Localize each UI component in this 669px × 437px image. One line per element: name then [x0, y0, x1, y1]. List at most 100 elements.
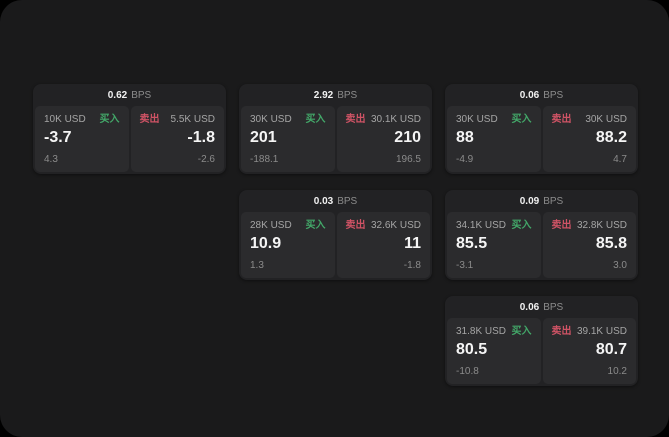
- spread-value: 0.06: [519, 301, 540, 313]
- sell-price: -1.8: [187, 129, 215, 146]
- buy-panel[interactable]: 28K USD 买入 10.9 1.3: [241, 212, 335, 278]
- sell-label: 卖出: [345, 114, 366, 125]
- buy-panel-top: 31.8K USD 买入: [456, 326, 532, 338]
- buy-panel[interactable]: 31.8K USD 买入 80.5 -10.8: [447, 318, 541, 384]
- buy-panel[interactable]: 10K USD 买入 -3.7 4.3: [35, 106, 129, 172]
- spread-unit-label: BPS: [337, 89, 358, 101]
- sell-amount: 30K USD: [585, 114, 627, 125]
- quote-card: 0.09 BPS 34.1K USD 买入 85.5 -3.1 卖出 32.8K…: [445, 190, 638, 280]
- quote-grid: 0.62 BPS 10K USD 买入 -3.7 4.3 卖出 5.5K USD: [33, 84, 638, 386]
- spread-value: 0.03: [313, 195, 334, 207]
- sell-panel[interactable]: 卖出 32.6K USD 11 -1.8: [336, 212, 430, 278]
- quote-card: 2.92 BPS 30K USD 买入 201 -188.1 卖出 30.1K …: [239, 84, 432, 174]
- sell-delta: 10.2: [607, 366, 627, 377]
- sell-panel-top: 卖出 32.6K USD: [346, 220, 422, 232]
- sell-label: 卖出: [551, 326, 572, 337]
- sell-amount: 32.8K USD: [576, 220, 627, 231]
- buy-panel-top: 28K USD 买入: [250, 220, 326, 232]
- buy-label: 买入: [305, 114, 326, 125]
- buy-panel-top: 34.1K USD 买入: [456, 220, 532, 232]
- quote-body: 34.1K USD 买入 85.5 -3.1 卖出 32.8K USD 85.8…: [445, 212, 638, 280]
- sell-price: 85.8: [595, 235, 627, 252]
- buy-delta: -4.9: [456, 154, 474, 165]
- spread-header: 0.03 BPS: [239, 190, 432, 212]
- spread-unit-label: BPS: [131, 89, 152, 101]
- buy-label: 买入: [305, 220, 326, 231]
- buy-panel-top: 30K USD 买入: [250, 114, 326, 126]
- sell-panel-top: 卖出 30K USD: [552, 114, 628, 126]
- sell-label: 卖出: [139, 114, 160, 125]
- spread-header: 0.06 BPS: [445, 84, 638, 106]
- spread-value: 2.92: [313, 89, 334, 101]
- quote-body: 31.8K USD 买入 80.5 -10.8 卖出 39.1K USD 80.…: [445, 318, 638, 386]
- spread-unit-label: BPS: [337, 195, 358, 207]
- sell-panel[interactable]: 卖出 39.1K USD 80.7 10.2: [542, 318, 636, 384]
- quote-body: 10K USD 买入 -3.7 4.3 卖出 5.5K USD -1.8 -2.…: [33, 106, 226, 174]
- quote-body: 30K USD 买入 88 -4.9 卖出 30K USD 88.2 4.7: [445, 106, 638, 174]
- spread-header: 0.62 BPS: [33, 84, 226, 106]
- sell-panel-top: 卖出 30.1K USD: [346, 114, 422, 126]
- buy-delta: 4.3: [44, 154, 58, 165]
- spread-value: 0.62: [107, 89, 128, 101]
- buy-panel-top: 10K USD 买入: [44, 114, 120, 126]
- buy-amount: 30K USD: [456, 114, 498, 125]
- buy-amount: 31.8K USD: [456, 326, 507, 337]
- sell-amount: 32.6K USD: [370, 220, 421, 231]
- buy-price: 85.5: [456, 235, 488, 252]
- buy-amount: 30K USD: [250, 114, 292, 125]
- sell-panel[interactable]: 卖出 32.8K USD 85.8 3.0: [542, 212, 636, 278]
- sell-panel[interactable]: 卖出 30K USD 88.2 4.7: [542, 106, 636, 172]
- spread-header: 0.09 BPS: [445, 190, 638, 212]
- buy-price: 10.9: [250, 235, 282, 252]
- quote-card: 0.06 BPS 31.8K USD 买入 80.5 -10.8 卖出 39.1…: [445, 296, 638, 386]
- sell-amount: 30.1K USD: [370, 114, 421, 125]
- sell-delta: 3.0: [613, 260, 627, 271]
- buy-price: -3.7: [44, 129, 72, 146]
- buy-amount: 34.1K USD: [456, 220, 507, 231]
- spread-unit-label: BPS: [543, 301, 564, 313]
- sell-label: 卖出: [551, 114, 572, 125]
- sell-price: 88.2: [595, 129, 627, 146]
- quote-body: 30K USD 买入 201 -188.1 卖出 30.1K USD 210 1…: [239, 106, 432, 174]
- sell-delta: 4.7: [613, 154, 627, 165]
- sell-price: 80.7: [595, 341, 627, 358]
- sell-panel-top: 卖出 39.1K USD: [552, 326, 628, 338]
- sell-label: 卖出: [551, 220, 572, 231]
- sell-delta: -1.8: [403, 260, 421, 271]
- buy-price: 201: [250, 129, 277, 146]
- sell-label: 卖出: [345, 220, 366, 231]
- sell-panel-top: 卖出 32.8K USD: [552, 220, 628, 232]
- quote-card: 0.06 BPS 30K USD 买入 88 -4.9 卖出 30K USD: [445, 84, 638, 174]
- sell-amount: 5.5K USD: [170, 114, 215, 125]
- sell-delta: 196.5: [395, 154, 421, 165]
- buy-price: 80.5: [456, 341, 488, 358]
- buy-panel[interactable]: 34.1K USD 买入 85.5 -3.1: [447, 212, 541, 278]
- buy-panel[interactable]: 30K USD 买入 201 -188.1: [241, 106, 335, 172]
- sell-price: 210: [394, 129, 421, 146]
- spread-header: 2.92 BPS: [239, 84, 432, 106]
- spread-value: 0.09: [519, 195, 540, 207]
- buy-label: 买入: [511, 326, 532, 337]
- buy-amount: 10K USD: [44, 114, 86, 125]
- quote-card: 0.62 BPS 10K USD 买入 -3.7 4.3 卖出 5.5K USD: [33, 84, 226, 174]
- buy-delta: -3.1: [456, 260, 474, 271]
- buy-delta: -188.1: [250, 154, 279, 165]
- sell-panel[interactable]: 卖出 5.5K USD -1.8 -2.6: [130, 106, 224, 172]
- sell-price: 11: [404, 235, 421, 252]
- sell-delta: -2.6: [197, 154, 215, 165]
- spread-header: 0.06 BPS: [445, 296, 638, 318]
- sell-panel[interactable]: 卖出 30.1K USD 210 196.5: [336, 106, 430, 172]
- buy-amount: 28K USD: [250, 220, 292, 231]
- buy-label: 买入: [99, 114, 120, 125]
- spread-unit-label: BPS: [543, 195, 564, 207]
- buy-panel-top: 30K USD 买入: [456, 114, 532, 126]
- buy-label: 买入: [511, 114, 532, 125]
- quote-card: 0.03 BPS 28K USD 买入 10.9 1.3 卖出 32.6K US…: [239, 190, 432, 280]
- buy-label: 买入: [511, 220, 532, 231]
- buy-delta: 1.3: [250, 260, 264, 271]
- sell-panel-top: 卖出 5.5K USD: [140, 114, 216, 126]
- buy-panel[interactable]: 30K USD 买入 88 -4.9: [447, 106, 541, 172]
- spread-value: 0.06: [519, 89, 540, 101]
- quote-body: 28K USD 买入 10.9 1.3 卖出 32.6K USD 11 -1.8: [239, 212, 432, 280]
